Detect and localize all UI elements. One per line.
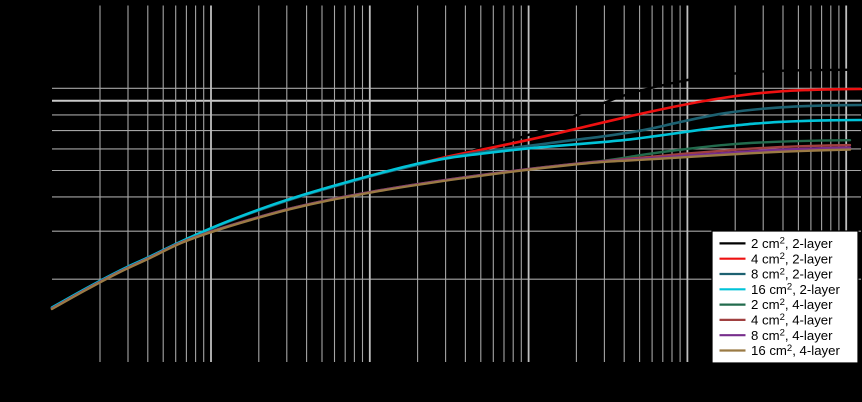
legend-label: 8 cm2, 4-layer: [751, 328, 833, 343]
curve-series-3: [50, 118, 862, 309]
curves: [50, 68, 862, 311]
legend-label: 16 cm2, 4-layer: [751, 343, 840, 358]
legend-item: 16 cm2, 2-layer: [719, 282, 840, 297]
legend-item: 4 cm2, 2-layer: [719, 251, 833, 266]
legend-label: 4 cm2, 2-layer: [751, 251, 833, 266]
legend-item: 8 cm2, 2-layer: [719, 266, 833, 282]
curve-series-7: [50, 148, 852, 311]
legend-box: [711, 230, 859, 364]
legend-label: 2 cm2, 2-layer: [751, 236, 833, 251]
legend-label: 8 cm2, 2-layer: [751, 266, 833, 281]
legend-label: 2 cm2, 4-layer: [751, 297, 833, 312]
legend-label: 4 cm2, 4-layer: [751, 312, 833, 327]
legend-item: 16 cm2, 4-layer: [719, 343, 840, 358]
legend-label: 16 cm2, 2-layer: [751, 282, 840, 297]
legend-item: 8 cm2, 4-layer: [719, 328, 833, 343]
legend-item: 2 cm2, 4-layer: [719, 297, 833, 312]
legend-item: 2 cm2, 2-layer: [719, 236, 833, 251]
legend-item: 4 cm2, 4-layer: [719, 312, 833, 328]
